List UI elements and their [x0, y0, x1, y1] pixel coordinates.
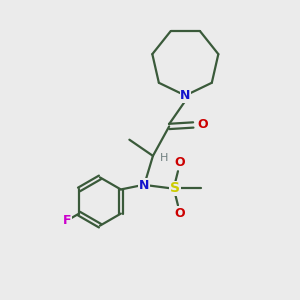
Text: N: N: [180, 89, 190, 102]
Text: O: O: [174, 157, 185, 169]
Text: O: O: [198, 118, 208, 131]
Text: F: F: [63, 214, 72, 227]
Text: N: N: [139, 179, 149, 192]
Text: S: S: [170, 181, 180, 195]
Text: O: O: [174, 207, 185, 220]
Text: H: H: [160, 153, 168, 163]
